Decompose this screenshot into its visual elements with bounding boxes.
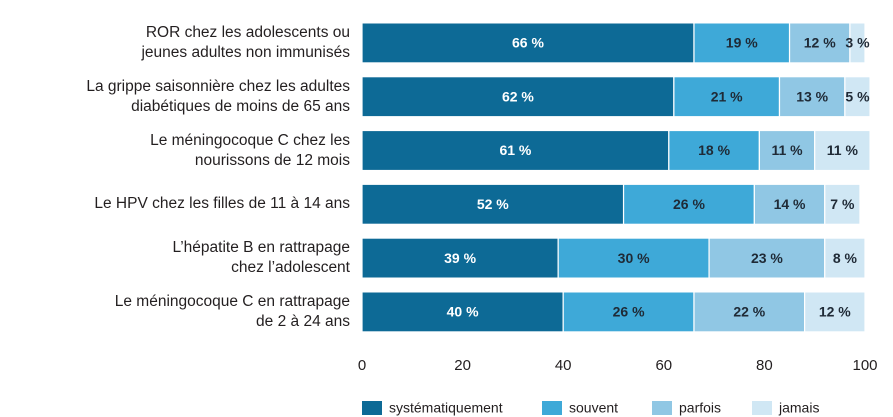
legend-swatch [752,401,772,415]
value-label: 26 % [673,196,705,212]
value-label: 66 % [512,35,544,51]
bar-segment [844,76,871,118]
bar-segment [708,237,826,279]
value-label: 8 % [833,250,858,266]
bar-segment [557,237,710,279]
value-label: 11 % [771,142,803,158]
bar-segment [361,22,695,64]
legend-label: souvent [569,400,618,416]
value-label: 19 % [726,35,758,51]
value-label: 12 % [819,304,851,320]
bar-segment [361,129,670,172]
x-tick-label: 80 [756,357,773,374]
value-label: 7 % [830,196,855,212]
value-label: 5 % [845,88,870,104]
legend-swatch [652,401,672,415]
bar-segment [849,22,866,64]
value-label: 13 % [796,88,828,104]
bar-segment [693,291,806,333]
value-label: 52 % [477,196,509,212]
bar-segment [804,291,866,333]
bar-segment [814,129,871,172]
bar-segment [788,22,851,64]
bar-segment [758,129,816,172]
legend-label: systématiquement [389,400,503,416]
value-label: 26 % [613,304,645,320]
category-label: La grippe saisonnière chez les adultes d… [86,77,350,115]
bar-segment [361,291,564,333]
category-label: L’hépatite B en rattrapage chez l’adoles… [172,239,350,277]
category-label: Le méningocoque C en rattrapage de 2 à 2… [114,292,350,330]
x-tick-label: 60 [655,357,672,374]
bar-segment [824,183,861,225]
x-tick-label: 40 [555,357,572,374]
bar-segment [824,237,866,279]
legend-swatch [542,401,562,415]
x-tick-label: 0 [358,357,366,374]
x-tick-label: 20 [454,357,471,374]
legend-label: parfois [679,400,721,416]
value-label: 14 % [774,196,806,212]
bar-segment [361,183,625,225]
category-label: Le méningocoque C chez les nourissons de… [150,131,350,169]
category-label: ROR chez les adolescents ou jeunes adult… [141,23,350,61]
bar-segment [562,291,695,333]
value-label: 23 % [751,250,783,266]
value-label: 40 % [447,304,479,320]
value-label: 22 % [733,304,765,320]
value-label: 11 % [827,142,859,158]
value-label: 39 % [444,250,476,266]
value-label: 21 % [711,88,743,104]
value-label: 18 % [698,142,730,158]
legend-swatch [362,401,382,415]
value-label: 62 % [502,88,534,104]
bar-segment [361,237,559,279]
value-label: 12 % [804,35,836,51]
value-label: 30 % [618,250,650,266]
category-label: Le HPV chez les filles de 11 à 14 ans [94,195,350,213]
legend-label: jamais [778,400,819,416]
x-tick-label: 100 [852,357,877,374]
value-label: 61 % [499,142,531,158]
value-label: 3 % [845,35,870,51]
